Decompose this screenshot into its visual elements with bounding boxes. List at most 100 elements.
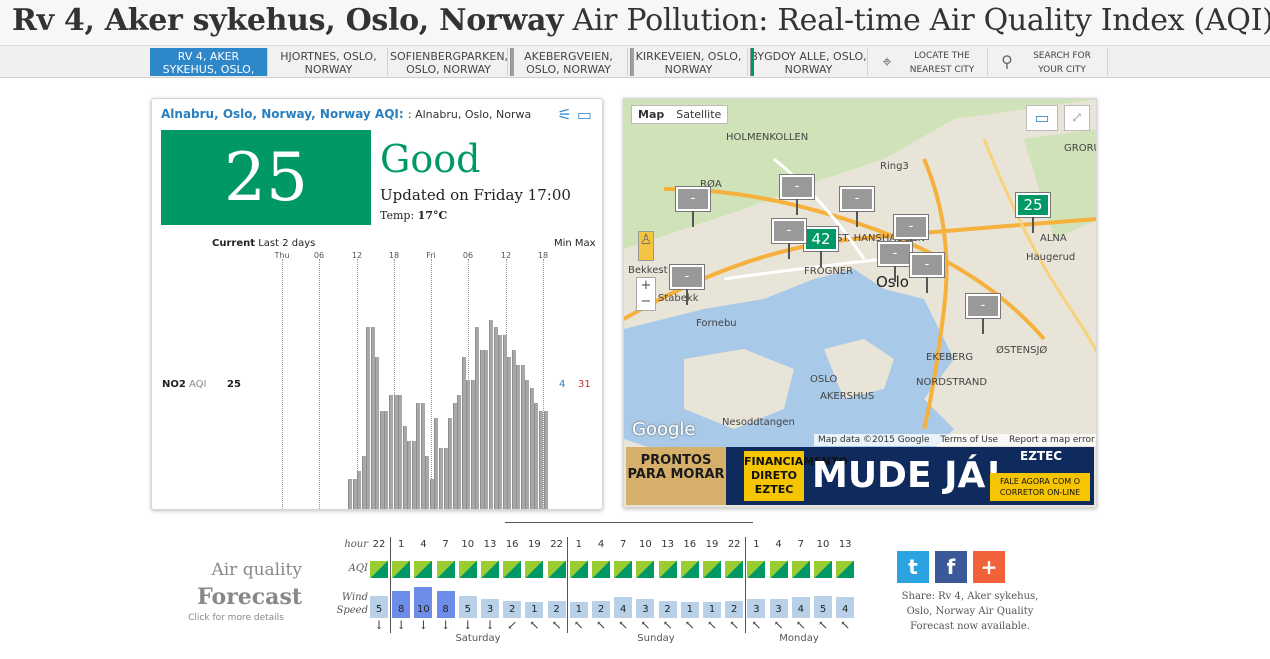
forecast-hour: 16 bbox=[505, 539, 519, 550]
map-station-marker[interactable]: - bbox=[675, 186, 711, 227]
terms-link[interactable]: Terms of Use bbox=[940, 435, 999, 445]
no2-history-bar bbox=[529, 387, 534, 509]
forecast-aqi-cell[interactable] bbox=[614, 561, 633, 578]
map-station-marker[interactable]: - bbox=[965, 293, 1001, 334]
map-station-marker[interactable]: - bbox=[771, 218, 807, 259]
forecast-aqi-cell[interactable] bbox=[836, 561, 855, 578]
no2-history-bar bbox=[525, 380, 530, 509]
forecast-wind-value: 4 bbox=[842, 604, 849, 615]
no2-history-bar bbox=[384, 410, 389, 509]
report-error-link[interactable]: Report a map error bbox=[1008, 435, 1095, 445]
aqi-value-box: 25 bbox=[161, 130, 371, 225]
map-station-marker[interactable]: 25 bbox=[1015, 192, 1051, 233]
temp-label: Temp: bbox=[380, 209, 415, 222]
map-station-marker[interactable]: - bbox=[839, 186, 875, 227]
forecast-aqi-cell[interactable] bbox=[814, 561, 832, 578]
forecast-aqi-cell[interactable] bbox=[680, 561, 699, 578]
forecast-wind-value: 2 bbox=[553, 604, 560, 615]
forecast-wind-bar bbox=[791, 597, 810, 618]
forecast-aqi-cell[interactable] bbox=[636, 561, 655, 578]
forecast-aqi-cell[interactable] bbox=[458, 561, 477, 578]
forecast-aqi-cell[interactable] bbox=[703, 561, 721, 578]
tab-label: BYGDOY ALLE, OSLO, NORWAY bbox=[750, 50, 867, 76]
locate-nearest-city-button[interactable]: ⌖ LOCATE THE NEAREST CITY bbox=[870, 48, 988, 76]
hist-tick: 06 bbox=[313, 251, 325, 260]
forecast-aqi-cell[interactable] bbox=[547, 561, 566, 578]
map-station-marker[interactable]: - bbox=[779, 174, 815, 215]
tab-hjortnes[interactable]: HJORTNES, OSLO, NORWAY bbox=[270, 48, 388, 76]
hist-gridline bbox=[543, 259, 544, 509]
widget-icon[interactable]: ▭ bbox=[576, 105, 592, 124]
forecast-aqi-cell[interactable] bbox=[370, 561, 388, 578]
search-city-button[interactable]: ⚲ SEARCH FOR YOUR CITY bbox=[990, 48, 1108, 76]
facebook-share-button[interactable]: f bbox=[935, 551, 967, 583]
map-panel[interactable]: Map Satellite HOLMENKOLLEN RØA Ring3 ST.… bbox=[623, 98, 1097, 508]
tab-color-bar bbox=[750, 48, 754, 76]
zoom-in-button[interactable]: + bbox=[640, 278, 652, 293]
tab-bygdoy-alle[interactable]: BYGDOY ALLE, OSLO, NORWAY bbox=[750, 48, 868, 76]
no2-history-bar bbox=[534, 402, 539, 509]
forecast-wind-value: 10 bbox=[417, 604, 430, 615]
forecast-aqi-cell[interactable] bbox=[481, 561, 499, 578]
forecast-wind-bar bbox=[636, 599, 655, 618]
tab-sofienbergparken[interactable]: SOFIENBERGPARKEN, OSLO, NORWAY bbox=[390, 48, 508, 76]
forecast-wind-bar bbox=[414, 587, 433, 618]
hist-tick: Thu bbox=[274, 251, 290, 260]
tab-rv4-aker[interactable]: RV 4, AKER SYKEHUS, OSLO, bbox=[150, 48, 268, 76]
forecast-aqi-cell[interactable] bbox=[769, 561, 788, 578]
more-share-button[interactable]: + bbox=[973, 551, 1005, 583]
forecast-aqi-cell[interactable] bbox=[747, 561, 766, 578]
fullscreen-icon[interactable]: ⤢ bbox=[1064, 105, 1090, 131]
no2-history-bar bbox=[461, 357, 466, 509]
advertisement-banner[interactable]: PRONTOS PARA MORAR FINANCIAMENTO DIRETO … bbox=[626, 447, 1094, 505]
wind-direction-arrow-icon: ↓ bbox=[484, 618, 496, 632]
forecast-aqi-cell[interactable] bbox=[436, 561, 455, 578]
forecast-hour: 4 bbox=[420, 539, 427, 550]
satellite-button[interactable]: Satellite bbox=[676, 108, 722, 121]
wind-direction-arrow-icon: ↖ bbox=[662, 618, 673, 632]
map-label: GRORUD bbox=[1064, 143, 1096, 154]
no2-history-bar bbox=[484, 349, 489, 509]
tab-kirkeveien[interactable]: KIRKEVEIEN, OSLO, NORWAY bbox=[630, 48, 748, 76]
map-label: Stabekk bbox=[658, 293, 699, 304]
no2-history-chart[interactable] bbox=[348, 259, 548, 509]
pollutant-current: 25 bbox=[227, 379, 241, 390]
map-button[interactable]: Map bbox=[638, 108, 665, 121]
pollutant-min: 4 bbox=[559, 379, 566, 390]
tab-akebergveien[interactable]: AKEBERGVEIEN, OSLO, NORWAY bbox=[510, 48, 628, 76]
no2-history-bar bbox=[448, 418, 452, 509]
forecast-wind-bar bbox=[680, 602, 699, 618]
forecast-wind-bar bbox=[481, 599, 499, 618]
forecast-aqi-cell[interactable] bbox=[503, 561, 522, 578]
aqi-level: Good bbox=[380, 137, 481, 181]
layers-icon[interactable]: ▭ bbox=[1026, 105, 1058, 131]
forecast-aqi-cell[interactable] bbox=[658, 561, 677, 578]
no2-history-bar bbox=[502, 334, 507, 509]
share-icon[interactable]: ⚟ bbox=[557, 105, 572, 124]
map-station-marker[interactable]: - bbox=[909, 252, 945, 293]
share-text: Share: Rv 4, Aker sykehus, Oslo, Norway … bbox=[901, 591, 1039, 632]
map-station-marker[interactable]: - bbox=[669, 264, 705, 305]
forecast-aqi-cell[interactable] bbox=[791, 561, 810, 578]
wind-direction-arrow-icon: ↖ bbox=[640, 618, 651, 632]
map-footer: Map data ©2015 Google Terms of Use Repor… bbox=[814, 434, 1096, 446]
twitter-share-button[interactable]: t bbox=[897, 551, 929, 583]
zoom-out-button[interactable]: − bbox=[640, 294, 652, 309]
map-station-marker[interactable]: 42 bbox=[803, 226, 839, 267]
forecast-aqi-cell[interactable] bbox=[525, 561, 544, 578]
map-station-marker[interactable]: - bbox=[877, 241, 913, 282]
wind-direction-arrow-icon: ↙ bbox=[507, 618, 518, 632]
aqi-station-sub: : Alnabru, Oslo, Norwa bbox=[407, 108, 532, 121]
forecast-aqi-cell[interactable] bbox=[392, 561, 411, 578]
forecast-title-line2[interactable]: Forecast bbox=[197, 584, 302, 610]
wind-direction-arrow-icon: ↖ bbox=[684, 618, 695, 632]
forecast-aqi-cell[interactable] bbox=[414, 561, 433, 578]
forecast-aqi-cell[interactable] bbox=[569, 561, 588, 578]
map-label: ØSTENSJØ bbox=[996, 345, 1048, 356]
forecast-aqi-cell[interactable] bbox=[592, 561, 610, 578]
pegman-icon[interactable]: ♙ bbox=[638, 231, 654, 261]
aqi-card-title[interactable]: Alnabru, Oslo, Norway, Norway AQI: : Aln… bbox=[161, 107, 531, 121]
forecast-wind-bar bbox=[525, 602, 544, 618]
forecast-aqi-cell[interactable] bbox=[725, 561, 744, 578]
map-station-marker[interactable]: - bbox=[893, 214, 929, 255]
